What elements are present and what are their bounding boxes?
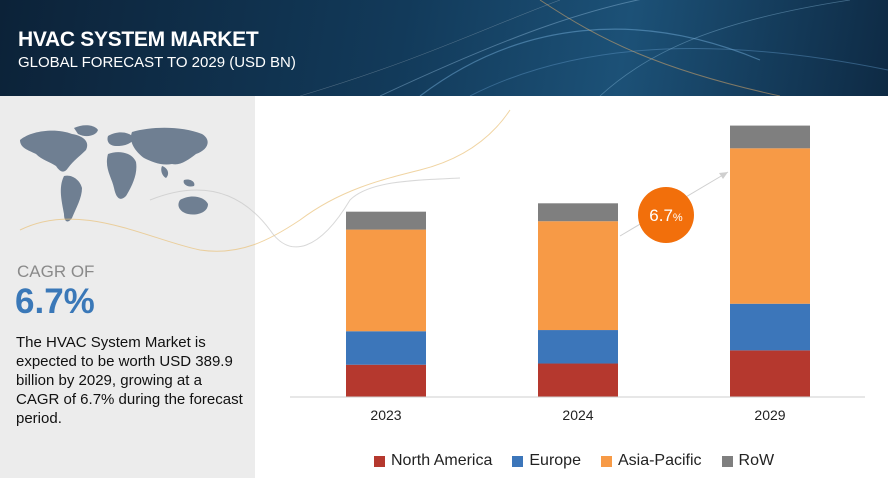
bar-segment-europe-2023 <box>346 331 426 365</box>
legend-item: North America <box>374 452 492 470</box>
page-subtitle: GLOBAL FORECAST TO 2029 (USD BN) <box>18 54 296 71</box>
growth-arrow-head <box>719 172 728 179</box>
legend-label: Asia-Pacific <box>617 452 702 469</box>
x-tick-label: 2023 <box>370 407 401 423</box>
bar-segment-north-america-2029 <box>730 350 810 397</box>
bar-segment-europe-2029 <box>730 303 810 351</box>
x-tick-label: 2024 <box>562 407 593 423</box>
bar-segment-asia-pacific-2024 <box>538 221 618 331</box>
decorative-curve <box>149 177 461 248</box>
cagr-bubble <box>638 187 694 243</box>
bar-segment-north-america-2024 <box>538 363 618 397</box>
decorative-curve <box>19 109 511 252</box>
cagr-label: CAGR OF <box>17 262 95 281</box>
bar-segment-asia-pacific-2029 <box>730 148 810 304</box>
legend-swatch <box>512 455 524 467</box>
cagr-bubble-value: 6.7 <box>649 206 673 225</box>
legend-swatch <box>600 455 612 467</box>
legend-item: Europe <box>512 452 581 470</box>
chart-legend: North America Europe Asia-Pacific RoW <box>374 452 774 470</box>
bar-segment-north-america-2023 <box>346 364 426 397</box>
bar-segment-row-2023 <box>346 211 426 230</box>
legend-label: Europe <box>529 452 581 469</box>
banner-decoration <box>299 0 888 96</box>
market-description: The HVAC System Market is expected to be… <box>16 334 243 427</box>
cagr-bubble-unit: % <box>673 212 683 224</box>
header-banner: HVAC SYSTEM MARKET GLOBAL FORECAST TO 20… <box>0 0 888 96</box>
bar-segment-europe-2024 <box>538 330 618 364</box>
legend-item: RoW <box>721 452 775 470</box>
cagr-value: 6.7% <box>15 282 95 321</box>
x-tick-label: 2029 <box>754 407 785 423</box>
bar-segment-asia-pacific-2023 <box>346 229 426 332</box>
legend-swatch <box>374 455 385 467</box>
page-title: HVAC SYSTEM MARKET <box>18 28 259 51</box>
cagr-bubble-label: 6.7% <box>649 206 683 225</box>
legend-swatch <box>721 455 733 467</box>
bar-segment-row-2029 <box>730 125 810 149</box>
legend-item: Asia-Pacific <box>600 452 702 470</box>
world-map-icon <box>20 125 208 222</box>
legend-label: North America <box>391 452 493 469</box>
legend-label: RoW <box>738 452 775 469</box>
bar-segment-row-2024 <box>538 203 618 222</box>
